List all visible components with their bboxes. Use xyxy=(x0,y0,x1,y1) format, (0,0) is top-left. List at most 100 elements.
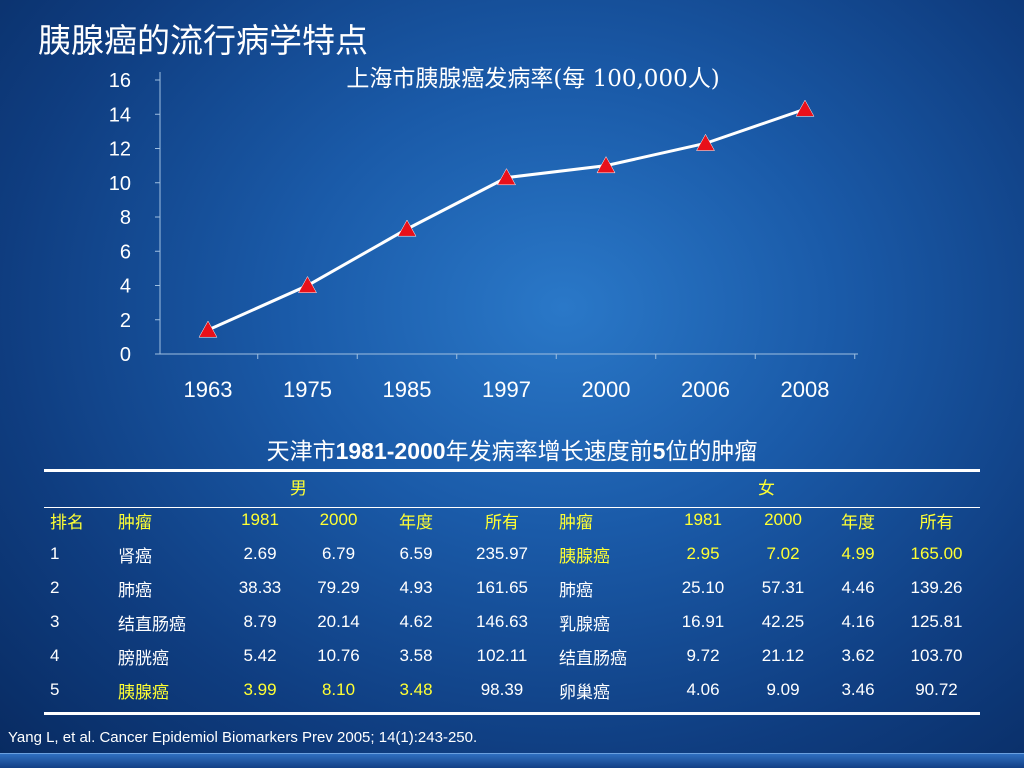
group-female: 女 xyxy=(758,478,775,498)
table-cell: 4 xyxy=(50,646,60,665)
table-cell: 7.02 xyxy=(766,544,800,563)
table-row: 2 肺癌 38.33 79.29 4.93 161.65 肺癌 25.10 57.31 4.46 1… xyxy=(44,571,980,605)
table-cell: 6.79 xyxy=(321,544,356,563)
y-tick-label: 0 xyxy=(120,344,131,366)
table-cell: 3.46 xyxy=(841,680,875,699)
table-cell: 2.69 xyxy=(243,544,277,563)
table-cell: 5 xyxy=(50,680,60,699)
table-cell: 98.39 xyxy=(480,680,524,699)
table-cell: 125.81 xyxy=(910,612,963,631)
table-title-years: 1981-2000 xyxy=(335,438,446,464)
table-row: 3 结直肠癌 8.79 20.14 4.62 146.63 乳腺癌 16.91 42.25 4.1… xyxy=(44,605,980,639)
x-tick-label: 1997 xyxy=(482,377,531,402)
table-cell: 2 xyxy=(50,578,60,597)
column-header: 排名 xyxy=(50,512,84,532)
table-cell: 20.14 xyxy=(317,612,360,631)
table-top-rule xyxy=(44,469,980,472)
y-tick-label: 4 xyxy=(120,276,131,298)
table-cell: 16.91 xyxy=(681,612,725,631)
data-point-marker xyxy=(596,156,616,174)
column-header: 所有 xyxy=(919,512,954,532)
y-tick-label: 12 xyxy=(109,139,131,161)
table-cell: 21.12 xyxy=(761,646,805,665)
data-point-marker xyxy=(397,219,417,237)
table-row: 4 膀胱癌 5.42 10.76 3.58 102.11 结直肠癌 9.72 21.12 3.62… xyxy=(44,639,980,673)
table-cell: 9.09 xyxy=(766,680,800,699)
table-cell: 3.58 xyxy=(399,646,433,665)
column-header: 所有 xyxy=(485,512,519,532)
column-header: 年度 xyxy=(399,512,433,532)
group-male: 男 xyxy=(290,478,307,498)
table-cell: 79.29 xyxy=(317,578,360,597)
chart-title: 上海市胰腺癌发病率(每 100,000人) xyxy=(346,66,719,92)
table-cell: 3.62 xyxy=(841,646,875,665)
plot-area: 0 2 4 6 8 10 12 14 16 1963 1975 1985 1997 2000 2006 200… xyxy=(109,70,858,402)
x-tick-label: 1985 xyxy=(383,377,432,402)
table-cell: 165.00 xyxy=(910,544,963,563)
table-cell: 102.11 xyxy=(476,646,528,665)
table-cell: 139.26 xyxy=(910,578,963,597)
table-cell: 胰腺癌 xyxy=(559,546,610,566)
table-title-mid: 年发病率增长速度前 xyxy=(445,439,653,465)
table-cell: 42.25 xyxy=(761,612,805,631)
y-tick-label: 8 xyxy=(120,207,131,229)
table-header-rule xyxy=(44,507,980,508)
table-cell: 161.65 xyxy=(476,578,528,597)
y-tick-label: 14 xyxy=(109,104,131,126)
table-cell: 4.16 xyxy=(841,612,875,631)
column-header: 肿瘤 xyxy=(559,512,593,532)
table-cell: 4.46 xyxy=(841,578,875,597)
column-header: 2000 xyxy=(319,510,358,529)
table-cell: 9.72 xyxy=(686,646,720,665)
table-cell: 5.42 xyxy=(243,646,277,665)
table-bottom-rule xyxy=(44,712,980,715)
table-cell: 3 xyxy=(50,612,60,631)
column-header: 1981 xyxy=(241,510,279,529)
table-cell: 肺癌 xyxy=(118,580,152,600)
slide-title: 胰腺癌的流行病学特点 xyxy=(38,21,368,60)
x-tick-label: 2006 xyxy=(681,377,730,402)
tumor-growth-table: 男 女 排名 肿瘤 1981 2000 年度 所有 肿瘤 1981 2000 年度 所有 1 肾癌 2.6… xyxy=(44,469,980,707)
table-cell: 3.48 xyxy=(399,680,433,699)
table-cell: 胰腺癌 xyxy=(118,682,169,702)
table-cell: 103.70 xyxy=(910,646,963,665)
x-tick-label: 1963 xyxy=(184,377,233,402)
table-cell: 肾癌 xyxy=(118,546,152,566)
table-cell: 膀胱癌 xyxy=(118,648,169,668)
table-cell: 3.99 xyxy=(243,680,277,699)
table-header-row: 排名 肿瘤 1981 2000 年度 所有 肿瘤 1981 2000 年度 所有 xyxy=(44,503,980,537)
data-point-marker xyxy=(497,168,516,186)
column-header: 1981 xyxy=(684,510,722,529)
table-cell: 90.72 xyxy=(915,680,958,699)
table-cell: 235.97 xyxy=(476,544,528,563)
x-tick-label: 2008 xyxy=(781,377,830,402)
y-tick-label: 16 xyxy=(109,70,131,92)
table-cell: 4.06 xyxy=(686,680,720,699)
table-cell: 结直肠癌 xyxy=(559,648,627,668)
table-cell: 乳腺癌 xyxy=(559,614,610,634)
table-cell: 肺癌 xyxy=(559,580,593,600)
x-tick-label: 1975 xyxy=(283,377,332,402)
column-header: 2000 xyxy=(764,510,802,529)
table-cell: 57.31 xyxy=(761,578,805,597)
reference-citation: Yang L, et al. Cancer Epidemiol Biomarke… xyxy=(8,729,478,746)
table-cell: 38.33 xyxy=(238,578,282,597)
column-header: 肿瘤 xyxy=(118,512,152,532)
footer-bar xyxy=(0,753,1024,768)
column-header: 年度 xyxy=(841,512,875,532)
y-tick-label: 6 xyxy=(120,241,131,263)
table-title-suffix: 位的肿瘤 xyxy=(665,439,758,465)
table-title: 天津市1981-2000年发病率增长速度前5位的肿瘤 xyxy=(0,432,1024,466)
table-cell: 25.10 xyxy=(681,578,725,597)
table-row: 1 肾癌 2.69 6.79 6.59 235.97 胰腺癌 2.95 7.02 4.99 165.… xyxy=(44,537,980,571)
table-cell: 2.95 xyxy=(686,544,720,563)
table-cell: 146.63 xyxy=(476,612,528,631)
table-cell: 卵巢癌 xyxy=(559,682,610,702)
table-title-city: 天津市 xyxy=(266,439,336,465)
data-point-marker xyxy=(198,320,218,338)
table-cell: 4.93 xyxy=(399,578,433,597)
y-tick-label: 2 xyxy=(120,310,131,332)
table-cell: 4.62 xyxy=(399,612,433,631)
table-cell: 8.10 xyxy=(321,680,356,699)
table-row: 5 胰腺癌 3.99 8.10 3.48 98.39 卵巢癌 4.06 9.09 3.46 90.7… xyxy=(44,673,980,707)
